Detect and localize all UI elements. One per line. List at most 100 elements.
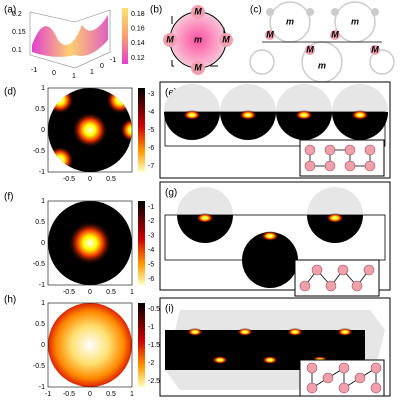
colorbar-tick-label: -7 — [148, 163, 154, 170]
site — [306, 382, 318, 394]
dots — [265, 30, 380, 55]
panel-label: (e) — [165, 88, 177, 99]
panel-label: (a) — [4, 5, 16, 16]
site-label: M — [266, 29, 274, 39]
site — [370, 362, 382, 374]
z-tick-label: 0.2 — [12, 11, 22, 18]
site-label: M — [331, 29, 339, 39]
dots — [266, 8, 379, 16]
max-label: M — [194, 6, 202, 16]
half-disk — [242, 232, 298, 288]
hot-spot — [326, 213, 344, 223]
panel-label: (d) — [4, 87, 16, 98]
half-disk — [307, 215, 363, 243]
colorbar-tick-label: 0.14 — [131, 40, 145, 47]
site — [306, 362, 318, 374]
site — [304, 160, 316, 172]
y-tick-label: 1 — [41, 85, 45, 92]
site — [324, 144, 336, 156]
y-tick-label: 0 — [41, 127, 45, 134]
hot-spot — [295, 110, 313, 120]
site — [364, 144, 376, 156]
colorbar-tick-label: -2.5 — [148, 378, 160, 385]
x-tick-label: 0 — [88, 391, 92, 398]
colorbar-tick-label: 0.12 — [131, 55, 145, 62]
hot-spot — [337, 328, 353, 336]
y-tick-label: -0.5 — [33, 363, 45, 370]
hot-spot — [261, 231, 279, 241]
colorbar — [138, 201, 145, 285]
x-tick-label: 0.5 — [106, 289, 116, 296]
hot-spot — [187, 328, 203, 336]
site — [299, 280, 311, 292]
max-label: M — [166, 34, 174, 44]
x-tick-label: -1 — [31, 67, 37, 74]
y-tick-label: -1 — [110, 57, 116, 64]
colorbar-tick-label: -2 — [148, 360, 154, 367]
plot-frame — [47, 87, 133, 173]
max-label: M — [222, 34, 230, 44]
colorbar — [138, 88, 145, 172]
half-disk — [220, 112, 276, 140]
site — [311, 264, 323, 276]
hot-spot — [237, 328, 253, 336]
x-tick-label: 1 — [130, 289, 134, 296]
colorbar-tick-label: -3 — [148, 91, 154, 98]
colorbar-tick-label: -5 — [148, 127, 154, 134]
inset — [294, 259, 380, 297]
site — [324, 160, 336, 172]
half-disk — [164, 112, 220, 140]
panel-label: (i) — [165, 304, 174, 315]
y-tick-label: 0.5 — [35, 321, 45, 328]
plot-frame — [47, 200, 133, 286]
x-tick-label: 0 — [88, 176, 92, 183]
colorbar-tick-label: -1 — [148, 204, 154, 211]
colorbar-tick-label: -1 — [148, 324, 154, 331]
site — [370, 382, 382, 394]
site — [338, 382, 350, 394]
colorbar-tick-label: 0.18 — [131, 11, 145, 18]
colorbar — [138, 303, 145, 387]
y-tick-label: -1 — [39, 282, 45, 289]
colorbar-tick-label: -2 — [148, 218, 154, 225]
min-label: m — [194, 34, 202, 44]
colorbar-tick-label: -3 — [148, 233, 154, 240]
y-tick-label: 0 — [41, 240, 45, 247]
x-tick-label: 0.5 — [106, 176, 116, 183]
x-tick-label: 0 — [52, 70, 56, 77]
hot-spot — [212, 356, 228, 364]
y-tick-label: 1 — [90, 69, 94, 76]
panel-label: (c) — [250, 5, 262, 16]
colorbar — [122, 8, 128, 64]
site — [351, 280, 363, 292]
heatmap — [48, 88, 132, 172]
site-label: m — [351, 16, 359, 26]
x-tick-label: -0.5 — [63, 391, 75, 398]
colorbar-tick-label: -5 — [148, 261, 154, 268]
x-tick-label: 0 — [88, 289, 92, 296]
colorbar-tick-label: -4 — [148, 247, 154, 254]
surface-plot — [29, 9, 111, 69]
panel-label: (f) — [4, 192, 13, 203]
panel-label: (g) — [165, 188, 177, 199]
y-tick-label: 1 — [41, 198, 45, 205]
density-row — [164, 187, 386, 288]
colorbar-tick-label: -1.5 — [148, 342, 160, 349]
hot-spot — [183, 110, 201, 120]
x-tick-label: -0.5 — [63, 176, 75, 183]
site — [338, 362, 350, 374]
hot-spot — [196, 213, 214, 223]
hot-spot — [262, 356, 278, 364]
y-tick-label: -0.5 — [33, 261, 45, 268]
site — [344, 144, 356, 156]
y-tick-label: 0 — [100, 63, 104, 70]
panel-label: (h) — [4, 295, 16, 306]
y-tick-label: -0.5 — [33, 148, 45, 155]
panel-label: (b) — [150, 5, 162, 16]
colorbar-tick-label: -6 — [148, 276, 154, 283]
x-tick-label: -1 — [45, 391, 51, 398]
x-tick-label: -0.5 — [63, 289, 75, 296]
z-tick-label: 0.15 — [12, 29, 26, 36]
site — [363, 264, 375, 276]
